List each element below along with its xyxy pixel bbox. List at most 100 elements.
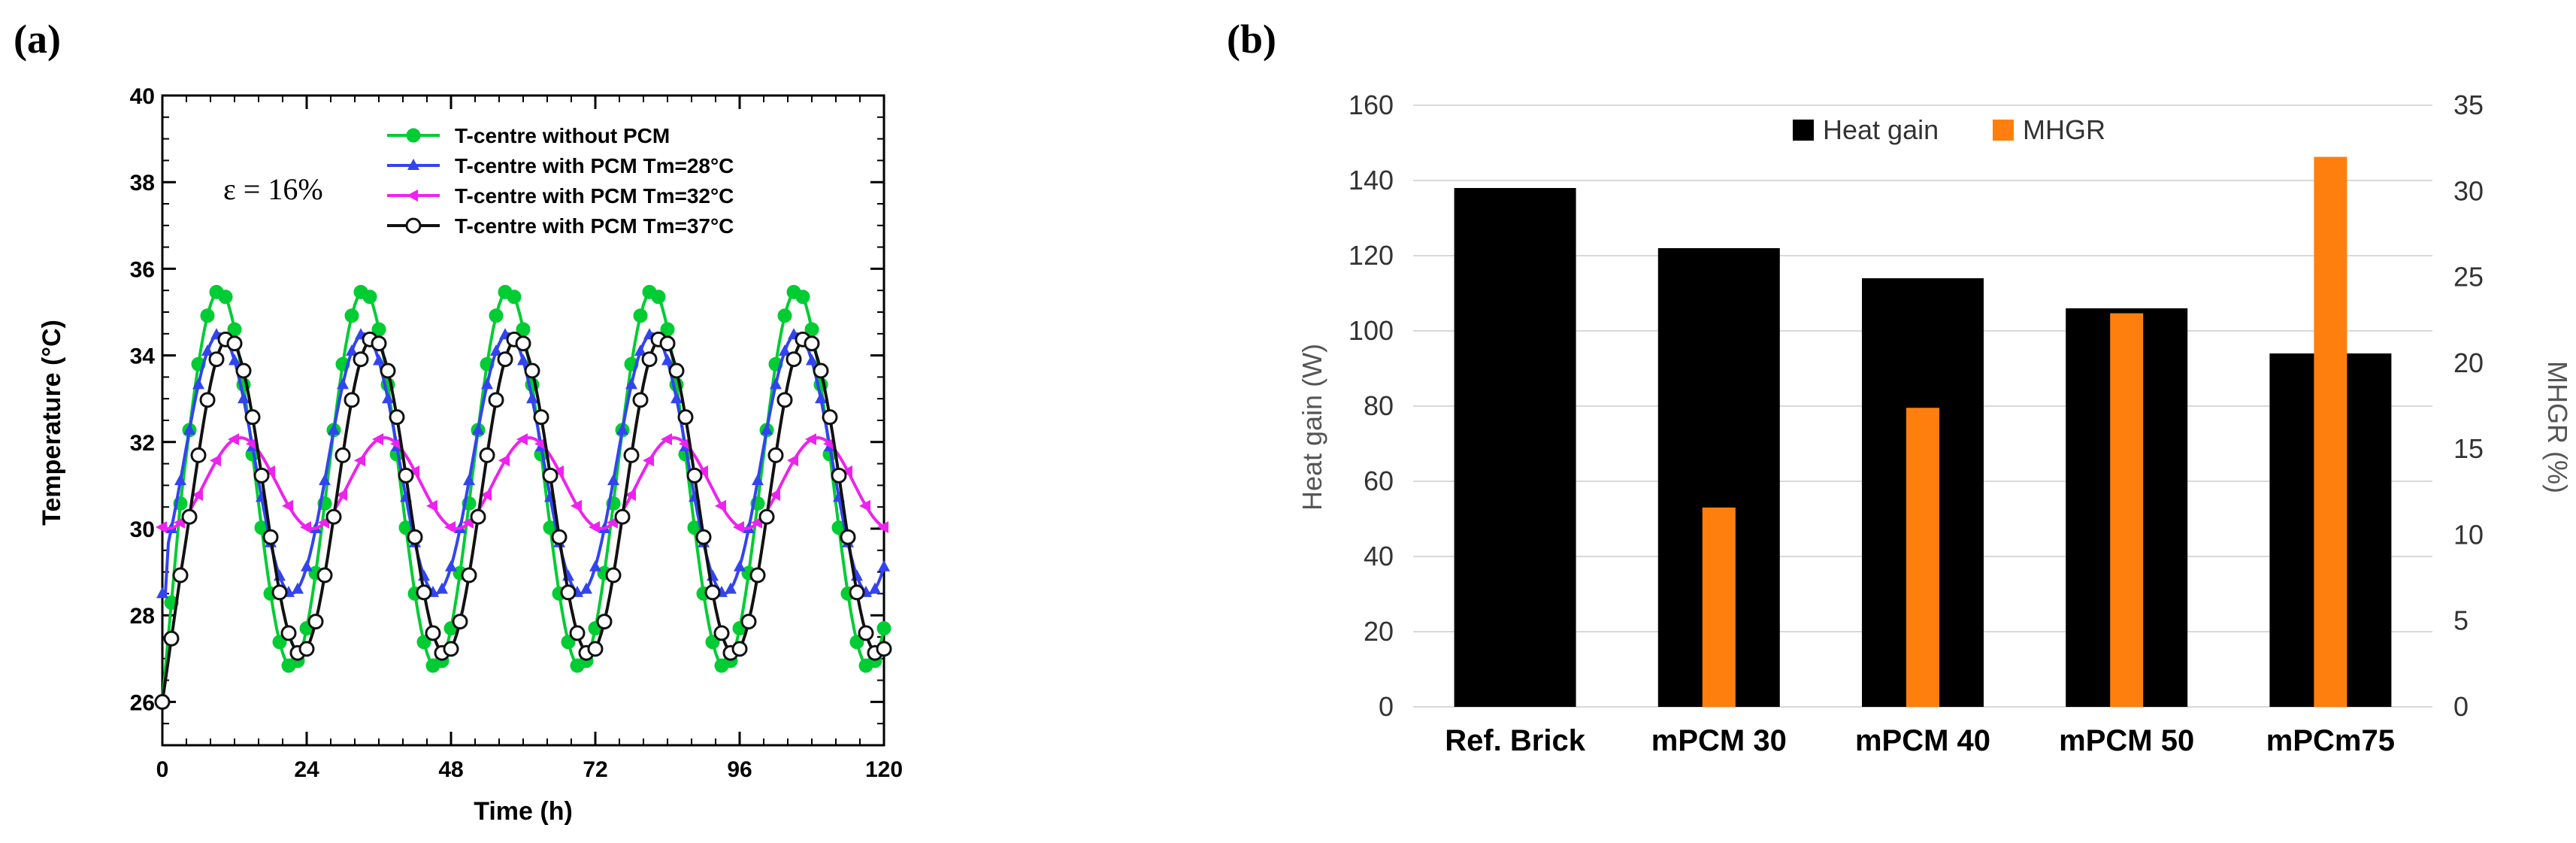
data-point (298, 641, 315, 657)
data-point (769, 489, 780, 502)
data-point (641, 351, 658, 368)
data-point (849, 635, 864, 650)
data-point (651, 290, 666, 305)
data-point (472, 423, 484, 435)
data-point (229, 353, 241, 365)
legend-marker (405, 217, 422, 234)
y-tick-label: 32 (130, 431, 155, 456)
category-label: mPCm75 (2266, 724, 2395, 757)
data-point (190, 447, 207, 463)
data-point (515, 335, 531, 352)
data-point (371, 335, 387, 352)
data-point (661, 353, 674, 365)
data-point (776, 392, 793, 408)
bar-heat-gain (1454, 188, 1576, 707)
data-point (174, 474, 186, 486)
y-tick-label: 160 (1349, 89, 1394, 120)
data-point (804, 335, 820, 352)
data-point (226, 335, 243, 352)
data-point (489, 308, 504, 323)
data-point (560, 584, 577, 601)
data-point (373, 353, 385, 365)
y-tick-label: 34 (130, 344, 156, 369)
data-point (733, 520, 744, 533)
data-point (695, 529, 712, 545)
y-tick-label: 0 (1379, 691, 1394, 722)
data-point (463, 474, 475, 486)
data-point (307, 614, 324, 630)
data-point (779, 344, 791, 356)
data-point (154, 693, 171, 710)
data-point (452, 614, 468, 630)
bar-mhgr (1906, 408, 1939, 707)
data-point (192, 378, 204, 390)
data-point (490, 344, 502, 356)
data-point (336, 489, 347, 502)
data-point (840, 529, 856, 545)
data-point (344, 308, 359, 323)
data-point (192, 489, 203, 502)
data-point (497, 351, 513, 368)
data-point (372, 433, 383, 446)
data-point (589, 559, 601, 572)
data-point (795, 290, 810, 305)
data-point (382, 392, 394, 404)
annotation-epsilon: ε = 16% (223, 172, 323, 206)
data-point (713, 625, 730, 641)
data-point (643, 454, 654, 467)
data-point (183, 423, 195, 435)
data-point (235, 362, 252, 379)
x-tick-label: 72 (583, 757, 607, 782)
data-point (201, 344, 213, 356)
data-point (408, 465, 419, 478)
data-point (734, 559, 746, 572)
data-point (749, 567, 766, 584)
data-point (210, 454, 221, 467)
y2-tick-label: 10 (2453, 519, 2484, 550)
bar-chart-panel: 0 20 40 60 80 100 120 140 160 0 5 10 15 20 25 30 35 Ref. … (1349, 89, 2484, 757)
bar-mhgr (2314, 156, 2347, 708)
data-point (516, 433, 528, 446)
data-point (634, 344, 646, 356)
y-tick-label: 30 (130, 517, 155, 542)
legend-marker (406, 128, 421, 143)
legend-swatch-mhgr (1993, 120, 2014, 141)
data-point (380, 362, 396, 379)
data-point (752, 474, 764, 486)
data-point (705, 635, 720, 650)
y-tick-label: 20 (1364, 616, 1394, 647)
data-point (488, 392, 504, 408)
data-point (831, 467, 847, 484)
data-point (815, 392, 827, 404)
y-tick-label: 40 (1364, 541, 1394, 572)
data-point (271, 584, 288, 601)
data-point (218, 290, 233, 305)
data-point (316, 567, 333, 584)
data-point (767, 447, 784, 463)
data-point (758, 508, 775, 525)
series-line (161, 336, 885, 702)
data-point (704, 584, 721, 601)
data-point (156, 587, 168, 599)
bar-mhgr (2110, 313, 2144, 708)
data-point (301, 559, 313, 572)
data-point (524, 362, 540, 379)
x-tick-label: 0 (156, 757, 169, 782)
legend-marker (407, 190, 418, 202)
legend-label: T-centre with PCM Tm=37°C (455, 214, 734, 238)
data-point (181, 508, 198, 525)
y-tick-label: 28 (130, 604, 155, 629)
data-point (806, 353, 818, 365)
y2-tick-label: 20 (2453, 347, 2484, 378)
data-point (228, 433, 239, 446)
data-point (777, 308, 792, 323)
data-point (300, 520, 311, 533)
data-point (334, 447, 351, 463)
data-point (605, 567, 622, 584)
data-point (715, 499, 726, 512)
y-axis-label-a: Temperature (°C) (38, 320, 66, 526)
data-point (670, 392, 683, 404)
y-tick-label: 140 (1349, 165, 1394, 196)
data-point (362, 290, 377, 305)
data-point (479, 447, 495, 463)
